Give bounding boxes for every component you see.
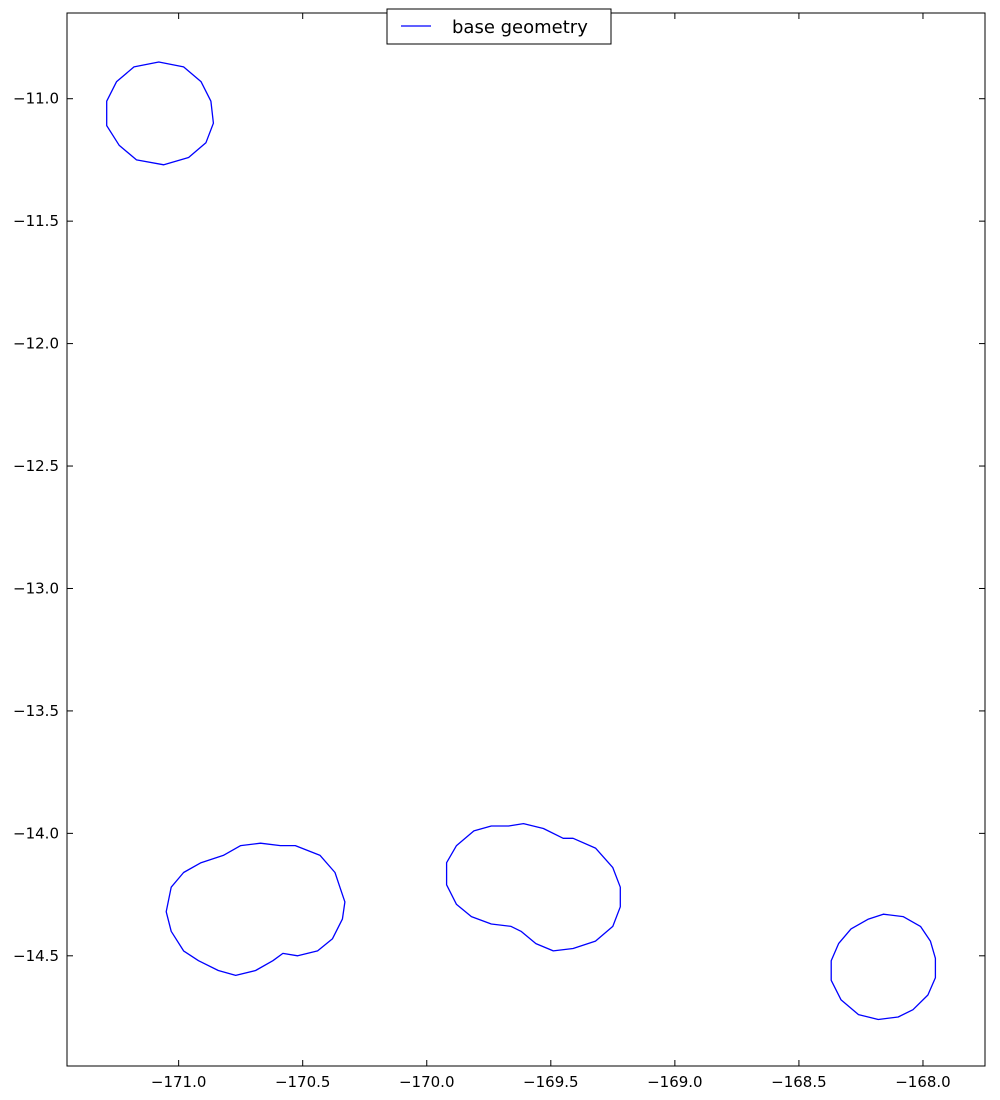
plot-background (67, 13, 985, 1066)
legend: base geometry (386, 8, 612, 45)
series-layer (106, 61, 937, 1021)
x-tick-label: −169.0 (647, 1073, 703, 1091)
y-tick-label: −12.0 (13, 335, 59, 353)
y-tick-label: −13.0 (13, 579, 59, 597)
x-tick-label: −171.0 (151, 1073, 207, 1091)
geometry-outline-3 (445, 822, 621, 952)
y-tick-label: −11.0 (13, 90, 59, 108)
x-tick-label: −170.0 (399, 1073, 455, 1091)
geometry-outline-1 (106, 61, 215, 166)
geometry-outline-4 (830, 913, 937, 1021)
x-tick-label: −168.0 (895, 1073, 951, 1091)
x-tick-label: −168.5 (771, 1073, 827, 1091)
geometry-outline-2 (165, 842, 346, 977)
y-tick-label: −12.5 (13, 457, 59, 475)
y-tick-label: −14.5 (13, 947, 59, 965)
y-tick-label: −13.5 (13, 702, 59, 720)
x-tick-label: −169.5 (523, 1073, 579, 1091)
ticks-layer: −171.0 −170.5 −170.0 −169.5 −169.0 −168.5 −168… (13, 13, 985, 1091)
y-tick-label: −11.5 (13, 212, 59, 230)
y-tick-label: −14.0 (13, 824, 59, 842)
legend-label: base geometry (452, 17, 588, 38)
x-tick-label: −170.5 (275, 1073, 331, 1091)
